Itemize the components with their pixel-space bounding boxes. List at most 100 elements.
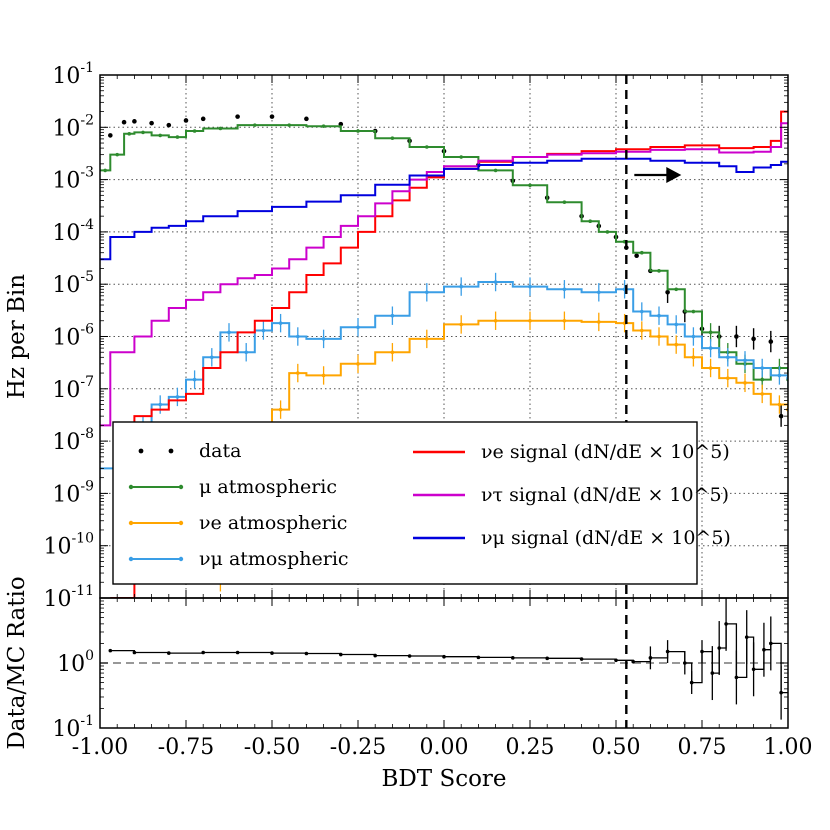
series-point [640,250,644,255]
legend-entry: μ atmospheric [128,476,337,498]
series-point [493,168,498,173]
ratio-point [270,651,274,655]
axes: -1.00 -0.75 -0.50 -0.25 0.00 0.25 0.50 0.75 1.00… [43,60,812,760]
top-y-label: 10-3 [52,165,94,194]
tick-exponent: -6 [80,322,94,338]
ratio-point [304,651,309,656]
data-point [269,114,275,119]
legend-label: νμ signal (dN/dE × 10^5) [481,527,731,549]
tick-base: 10 [52,273,80,298]
series-point [321,124,326,128]
cut-arrow-head [666,166,682,183]
top-y-label: 10-8 [52,426,94,455]
ratio-point [442,654,446,659]
data-point [634,253,639,259]
bottom-y-axis-label: Data/MC Ratio [4,576,30,749]
series-point [218,126,223,131]
legend-marker [128,556,134,562]
data-point [304,116,309,122]
tick-base: 10 [52,430,80,455]
legend-entry: νμ atmospheric [128,548,349,570]
series-point [141,130,145,135]
legend-entry: data [138,440,241,462]
legend-marker [128,484,134,490]
legend-box [112,421,698,585]
legend-label: νμ atmospheric [199,548,349,570]
axis-labels: BDT Score Hz per Bin Data/MC Ratio [4,274,507,792]
x-tick-label: 0.25 [506,735,555,760]
top-y-label: 10-4 [52,217,94,246]
top-y-label: 10-5 [52,269,94,298]
ratio-point [167,651,171,655]
series-line [100,281,788,470]
series-point [158,133,162,138]
series-point [127,132,132,136]
x-tick-label: 1.00 [764,735,813,760]
top-y-label: 10-1 [52,60,94,89]
legend-marker [128,520,134,526]
cut-marks [625,75,682,728]
data-point [183,118,189,123]
ratio-point [373,653,378,658]
ratio-point [201,650,205,655]
ratio-point [631,659,635,664]
legend-marker [138,448,144,454]
tick-exponent: -3 [80,165,94,181]
legend-entry: νμ signal (dN/dE × 10^5) [413,527,731,549]
series-point [175,135,180,139]
tick-base: 10 [52,482,80,507]
top-y-label: 10-2 [52,112,94,141]
ratio-point [476,655,481,660]
tick-base: 10 [52,326,80,351]
series-line [100,122,788,427]
tick-exponent: -1 [80,713,94,729]
bottom-y-label: 10-1 [52,713,94,742]
ratio-point [339,652,343,657]
data-point [200,116,206,122]
legend-marker [178,520,184,526]
tick-base: 10 [52,169,80,194]
ratio-point [545,656,549,661]
series-point [657,269,661,273]
top-y-label: 10-9 [52,478,94,507]
tick-exponent: -8 [80,426,94,442]
tick-exponent: -9 [80,478,94,494]
legend-marker [178,484,184,490]
tick-base: 10 [52,717,80,742]
series-line [100,157,788,261]
top-y-label: 10-10 [43,531,94,560]
tick-base: 10 [52,64,80,89]
legend-label: data [199,440,241,462]
series-point [605,230,610,234]
tick-exponent: -2 [80,112,94,128]
series-point [115,152,119,157]
ratio-point [579,657,584,661]
tick-base: 10 [52,116,80,141]
x-tick-label: 0.75 [678,735,727,760]
data-point [121,119,127,125]
ratio-point [132,650,137,655]
top-y-axis-label: Hz per Bin [4,274,30,399]
bottom-panel-series [100,598,788,720]
legend-label: μ atmospheric [199,476,337,498]
legend-entry: ντ signal (dN/dE × 10^5) [413,484,729,506]
tick-exponent: -5 [80,269,94,285]
tick-base: 10 [57,652,85,677]
tick-base: 10 [52,378,80,403]
tick-base: 10 [43,535,71,560]
top-y-label: 10-7 [52,374,94,403]
legend-entry: νe signal (dN/dE × 10^5) [413,441,730,463]
series-point [356,129,360,133]
top-y-label: 10-11 [43,583,94,612]
data-point [132,119,137,124]
data-point [235,114,240,119]
data-point [108,133,113,138]
tick-exponent: 0 [85,648,94,664]
series-point [103,168,107,173]
x-tick-label: 0.50 [592,735,641,760]
x-axis-label: BDT Score [381,766,506,792]
data-point [149,120,154,126]
tick-exponent: -10 [71,531,94,547]
bottom-y-label: 100 [57,648,94,677]
series-line [203,319,788,584]
